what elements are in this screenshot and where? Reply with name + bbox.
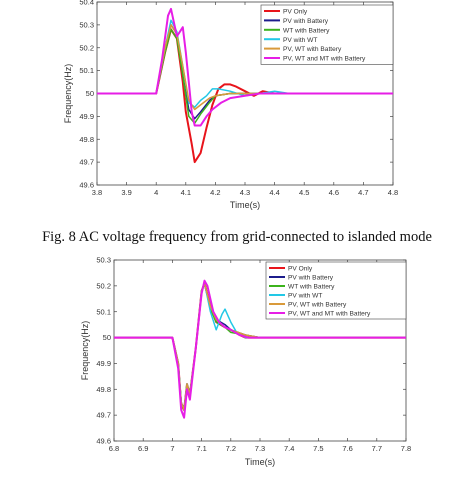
y-tick-label: 49.7: [79, 158, 94, 167]
y-tick-label: 49.8: [96, 385, 111, 394]
x-tick-label: 7.8: [401, 444, 411, 453]
legend-label-1: PV Only: [283, 9, 308, 16]
x-tick-label: 7.4: [284, 444, 294, 453]
x-tick-label: 4.6: [329, 188, 339, 197]
y-tick-label: 50.3: [79, 20, 94, 29]
x-tick-label: 6.8: [109, 444, 119, 453]
x-tick-label: 7.7: [372, 444, 382, 453]
x-axis-label: Time(s): [230, 200, 260, 210]
x-tick-label: 7: [170, 444, 174, 453]
x-tick-label: 7.6: [342, 444, 352, 453]
y-tick-label: 50: [103, 333, 111, 342]
figure-caption: Fig. 8 AC voltage frequency from grid-co…: [42, 229, 432, 245]
x-tick-label: 4.5: [299, 188, 309, 197]
legend-box: [265, 261, 407, 320]
series-line-4: [97, 19, 393, 108]
series-line-6: [97, 7, 393, 127]
y-tick-label: 49.9: [96, 359, 111, 368]
legend-label-2: PV with Battery: [288, 275, 334, 282]
legend-label-2: PV with Battery: [283, 18, 329, 25]
x-tick-label: 6.9: [138, 444, 148, 453]
y-tick-label: 50.3: [96, 256, 111, 265]
y-tick-label: 49.8: [79, 135, 94, 144]
y-tick-label: 50: [86, 89, 94, 98]
chart-ac-frequency-second-event: 6.8 6.9 7 7.1 7.2 7.3 7.4 7.5 7.6 7.7 7.8 49.6 49.7 4…: [80, 256, 411, 467]
x-tick-label: 7.5: [313, 444, 323, 453]
legend-label-4: PV with WT: [283, 37, 317, 44]
legend-label-6: PV, WT and MT with Battery: [283, 56, 366, 63]
y-axis-label: Frequency(Hz): [80, 321, 90, 381]
y-tick-label: 50.2: [96, 281, 111, 290]
legend-label-3: WT with Battery: [288, 284, 335, 291]
legend-label-3: WT with Battery: [283, 27, 330, 34]
legend-label-5: PV, WT with Battery: [283, 46, 342, 53]
y-tick-label: 50.4: [79, 0, 94, 7]
x-tick-label: 3.8: [92, 188, 102, 197]
y-tick-label: 49.9: [79, 112, 94, 121]
x-tick-label: 7.2: [226, 444, 236, 453]
legend-label-6: PV, WT and MT with Battery: [288, 311, 371, 318]
x-tick-label: 3.9: [121, 188, 131, 197]
y-tick-label: 50.2: [79, 43, 94, 52]
x-tick-label: 7.1: [196, 444, 206, 453]
x-tick-label: 4.4: [269, 188, 279, 197]
y-tick-label: 50.1: [79, 66, 94, 75]
x-tick-label: 7.3: [255, 444, 265, 453]
y-axis-label: Frequency(Hz): [63, 64, 73, 124]
legend-label-1: PV Only: [288, 266, 313, 273]
y-tick-label: 49.6: [96, 437, 111, 446]
legend-label-5: PV, WT with Battery: [288, 302, 347, 309]
y-tick-label: 49.6: [79, 181, 94, 190]
y-tick-label: 50.1: [96, 307, 111, 316]
legend-label-4: PV with WT: [288, 293, 322, 300]
y-tick-label: 49.7: [96, 411, 111, 420]
x-tick-label: 4: [154, 188, 158, 197]
x-tick-label: 4.2: [210, 188, 220, 197]
x-tick-label: 4.3: [240, 188, 250, 197]
series-line-6: [114, 279, 406, 419]
legend-box: [260, 4, 394, 65]
x-tick-label: 4.8: [388, 188, 398, 197]
x-tick-label: 4.7: [358, 188, 368, 197]
series-line-5: [97, 24, 393, 111]
chart-ac-frequency-grid-to-islanded: 3.8 3.9 4 4.1 4.2 4.3 4.4 4.5 4.6 4.7 4.8 49.6 49.7 4…: [63, 0, 398, 210]
x-axis-label: Time(s): [245, 457, 275, 467]
x-tick-label: 4.1: [181, 188, 191, 197]
